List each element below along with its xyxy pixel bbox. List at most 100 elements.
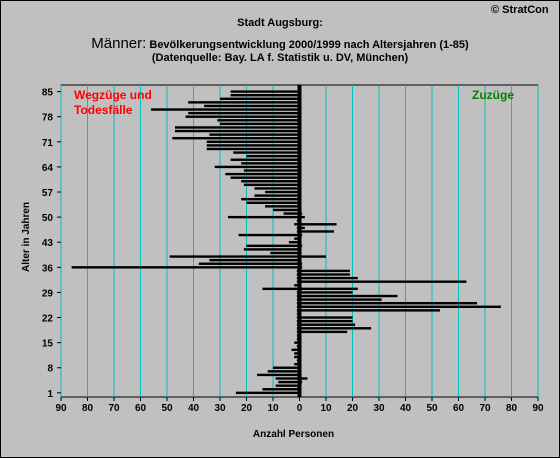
bar-outflow (241, 197, 300, 201)
bar-outflow (270, 251, 300, 255)
bar-outflow (243, 183, 300, 187)
bar-outflow (220, 122, 300, 126)
bar-outflow (185, 115, 300, 118)
bar-outflow (273, 208, 300, 212)
bar-outflow (198, 262, 300, 265)
x-tick-label: 60 (135, 403, 147, 414)
y-tick-label: 36 (42, 263, 54, 274)
bar-inflow (299, 276, 358, 280)
bar-outflow (254, 187, 300, 190)
x-tick-label: 30 (214, 403, 226, 414)
bar-outflow (230, 93, 300, 97)
y-tick-label: 1 (47, 389, 53, 400)
annotation-left: Todesfälle (74, 103, 133, 117)
y-tick-label: 85 (42, 88, 54, 99)
bar-inflow (299, 298, 382, 301)
bar-outflow (204, 104, 300, 108)
bar-inflow (299, 294, 398, 298)
y-tick-label: 71 (42, 138, 54, 149)
bar-outflow (238, 233, 300, 237)
x-axis-label: Anzahl Personen (253, 429, 334, 440)
x-tick-label: 80 (82, 403, 94, 414)
bar-outflow (278, 380, 300, 384)
bar-outflow (267, 370, 300, 373)
bar-outflow (243, 248, 300, 251)
bar-outflow (291, 348, 300, 352)
x-tick-label: 10 (267, 403, 279, 414)
bar-outflow (169, 255, 300, 258)
x-tick-label: 40 (400, 403, 412, 414)
bar-outflow (233, 151, 300, 154)
bar-outflow (172, 137, 300, 140)
x-tick-label: 20 (347, 403, 359, 414)
bar-outflow (254, 194, 300, 197)
bar-outflow (275, 384, 300, 387)
x-tick-label: 40 (188, 403, 200, 414)
bar-outflow (220, 97, 300, 100)
bar-inflow (299, 291, 353, 294)
bar-inflow (299, 377, 308, 380)
bar-outflow (294, 237, 300, 240)
bar-outflow (294, 355, 300, 359)
data-source: (Datenquelle: Bay. LA f. Statistik u. DV… (151, 52, 409, 64)
bar-outflow (235, 391, 300, 395)
bar-outflow (257, 373, 300, 377)
bar-outflow (241, 162, 300, 165)
bar-inflow (299, 319, 353, 323)
bar-outflow (262, 388, 300, 391)
chart-title: Stadt Augsburg: (237, 17, 323, 29)
annotation-right: Zuzüge (472, 88, 514, 102)
bar-inflow (299, 215, 305, 219)
bar-outflow (188, 101, 300, 104)
y-tick-label: 57 (42, 188, 54, 199)
bar-outflow (71, 266, 300, 269)
bar-inflow (299, 327, 372, 330)
bar-outflow (206, 140, 300, 144)
y-tick-label: 78 (42, 113, 54, 124)
x-tick-label: 70 (108, 403, 120, 414)
bar-outflow (174, 126, 300, 129)
bar-inflow (299, 226, 305, 230)
bar-outflow (217, 119, 300, 122)
bar-outflow (243, 169, 300, 172)
bar-outflow (241, 180, 300, 183)
bar-inflow (299, 287, 358, 291)
bar-inflow (299, 223, 337, 226)
bar-inflow (299, 330, 348, 334)
x-tick-label: 90 (55, 403, 67, 414)
bar-inflow (299, 305, 501, 308)
bar-inflow (299, 280, 467, 283)
x-tick-label: 70 (479, 403, 491, 414)
chart-subtitle: Männer: Bevölkerungsentwicklung 2000/199… (1, 35, 559, 53)
x-tick-label: 80 (506, 403, 518, 414)
bar-outflow (275, 377, 300, 380)
bar-inflow (299, 255, 326, 258)
bar-inflow (299, 301, 478, 305)
subtitle-text: Bevölkerungsentwicklung 2000/1999 nach A… (146, 39, 469, 51)
y-axis-label: Alter in Jahren (21, 202, 32, 272)
bar-outflow (174, 129, 300, 133)
bar-inflow (299, 316, 353, 319)
bar-outflow (214, 165, 300, 169)
bar-outflow (294, 223, 300, 226)
bar-outflow (288, 241, 300, 244)
bar-inflow (299, 309, 440, 312)
bar-outflow (230, 176, 300, 179)
bar-outflow (265, 190, 300, 194)
x-tick-label: 30 (373, 403, 385, 414)
bar-outflow (294, 352, 300, 355)
y-tick-label: 64 (42, 163, 54, 174)
copyright-label: © StratCon (491, 4, 549, 16)
bar-inflow (299, 269, 350, 273)
y-tick-label: 22 (42, 314, 54, 325)
x-tick-label: 10 (320, 403, 332, 414)
bar-outflow (273, 366, 300, 369)
bar-outflow (206, 147, 300, 151)
x-tick-label: 50 (161, 403, 173, 414)
annotation-left: Wegzüge und (74, 88, 152, 102)
x-tick-label: 60 (453, 403, 465, 414)
bar-outflow (294, 284, 300, 287)
x-tick-label: 50 (426, 403, 438, 414)
